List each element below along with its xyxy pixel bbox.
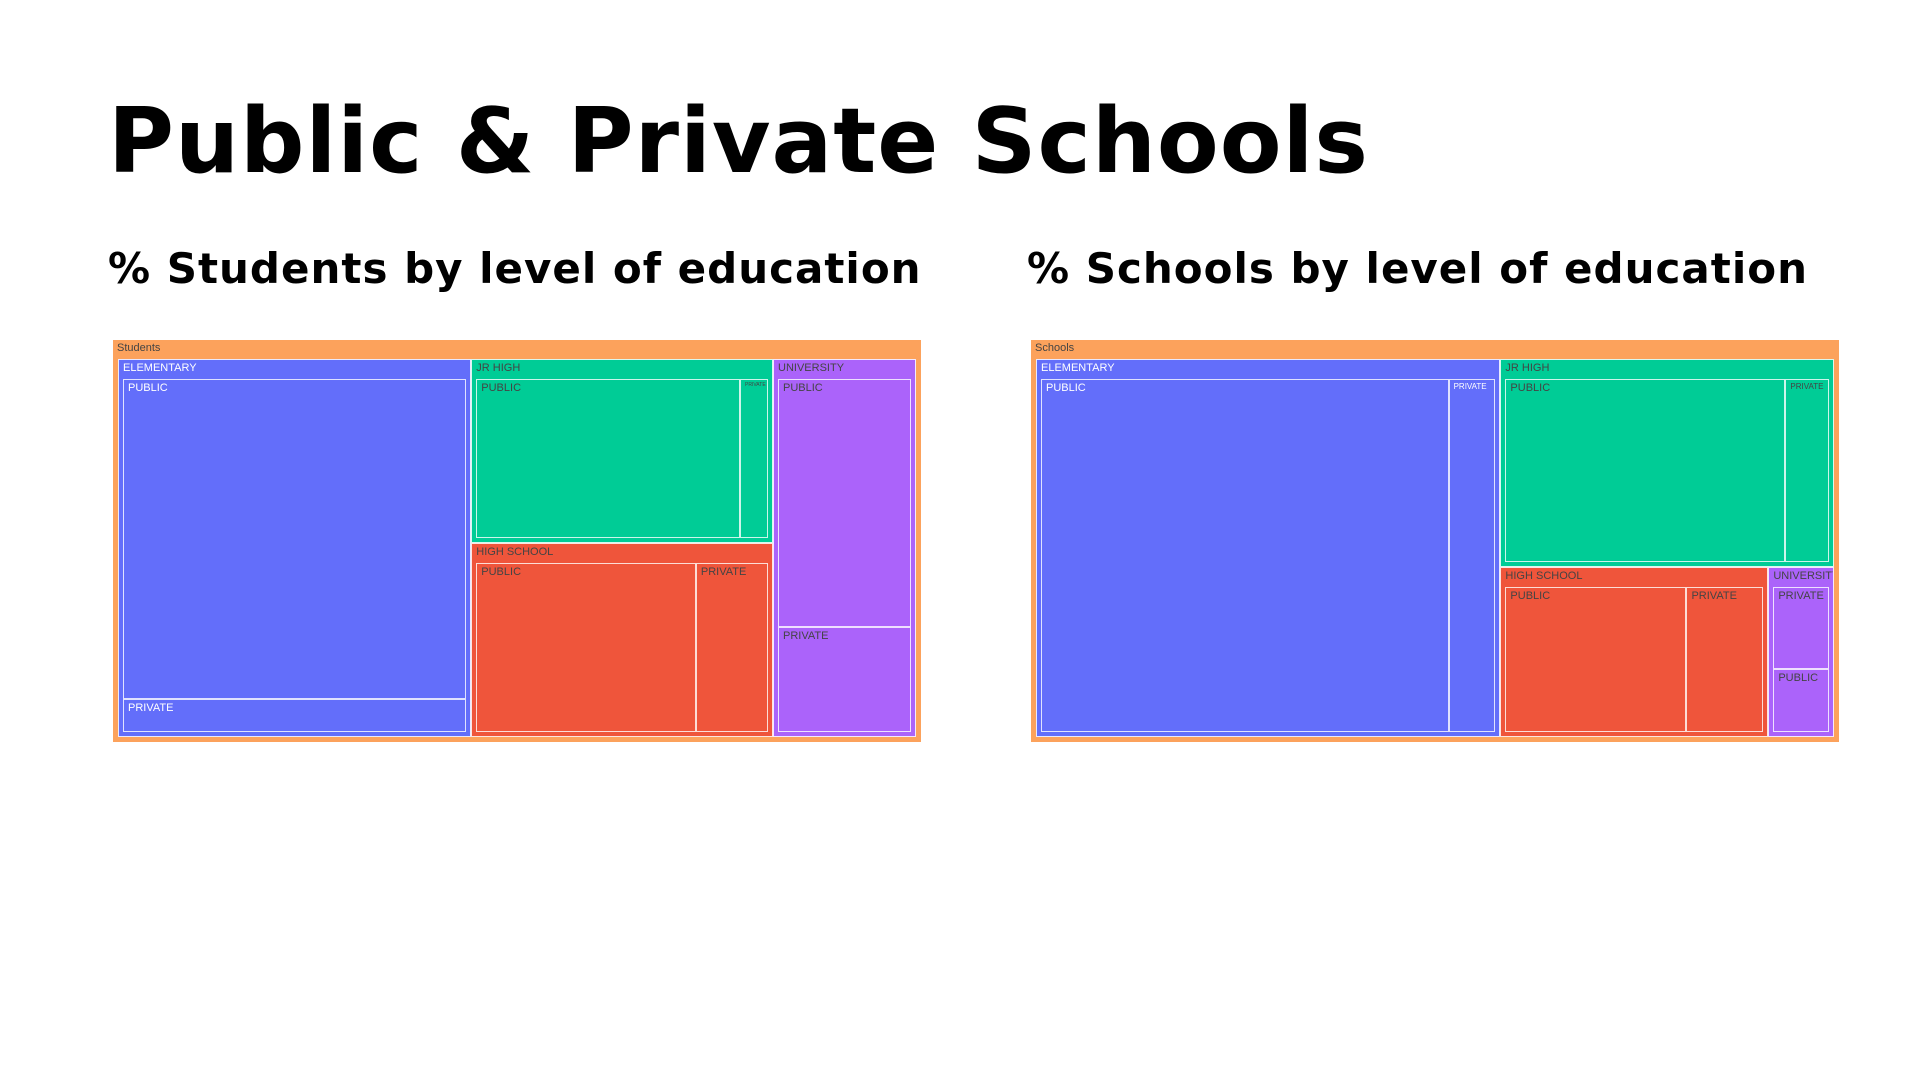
treemap-tile-high-school-public: PUBLIC xyxy=(476,563,696,732)
treemap-label-jr-high-public: PUBLIC xyxy=(481,382,522,394)
treemap-label-elementary-private: PRIVATE xyxy=(128,701,174,714)
treemap-label-elementary-private: PRIVATE xyxy=(1453,382,1487,391)
treemap-tile-university-private: PRIVATE xyxy=(778,627,911,732)
treemap-label-university: UNIVERSITY xyxy=(778,362,845,374)
treemap-tile-jr-high: JR HIGH PUBLIC PRIVATE xyxy=(471,359,774,544)
treemap-label-elementary: ELEMENTARY xyxy=(1041,362,1115,374)
treemap-tile-university-public: PUBLIC xyxy=(778,379,911,628)
treemap-label-high-school: HIGH SCHOOL xyxy=(1505,569,1583,582)
treemap-tile-university-public: PUBLIC xyxy=(1773,669,1829,732)
treemap-tile-high-school-private: PRIVATE xyxy=(1686,586,1764,732)
schools-treemap: Schools ELEMENTARY PUBLIC PRIVATE JR HIGH PUB… xyxy=(1031,340,1839,742)
treemap-tile-university: UNIVERSITY PUBLIC PRIVATE xyxy=(773,359,916,737)
treemap-label-jr-high-private: PRIVATE xyxy=(1790,382,1824,391)
treemap-tile-elementary-private: PRIVATE xyxy=(123,698,467,732)
treemap-label-jr-high-public: PUBLIC xyxy=(1510,382,1551,394)
treemap-label-high-school: HIGH SCHOOL xyxy=(476,546,554,559)
treemap-tile-elementary-private: PRIVATE xyxy=(1448,379,1496,732)
treemap-label-jr-high-private: PRIVATE xyxy=(745,382,766,388)
treemap-tile-high-school: HIGH SCHOOL PUBLIC PRIVATE xyxy=(471,543,774,737)
treemap-label-jr-high: JR HIGH xyxy=(476,362,521,374)
treemap-tile-jr-high-public: PUBLIC xyxy=(1505,379,1786,562)
treemap-label-high-school-private: PRIVATE xyxy=(1691,589,1737,602)
treemap-tile-university-private: PRIVATE xyxy=(1773,586,1829,670)
treemap-tile-jr-high-private: PRIVATE xyxy=(740,379,769,539)
treemap-tile-high-school-private: PRIVATE xyxy=(695,563,768,732)
treemap-tile-jr-high-private: PRIVATE xyxy=(1785,379,1829,562)
treemap-tile-jr-high: JR HIGH PUBLIC PRIVATE xyxy=(1500,359,1834,567)
treemap-tile-university: UNIVERSITY PRIVATE PUBLIC xyxy=(1768,566,1834,737)
treemap-label-elementary-public: PUBLIC xyxy=(128,382,168,394)
treemap-label-jr-high: JR HIGH xyxy=(1505,362,1550,374)
treemap-root-label: Students xyxy=(117,342,161,354)
treemap-tile-elementary: ELEMENTARY PUBLIC PRIVATE xyxy=(1036,359,1501,737)
treemap-tile-elementary: ELEMENTARY PUBLIC PRIVATE xyxy=(118,359,472,737)
treemap-tile-jr-high-public: PUBLIC xyxy=(476,379,740,539)
treemap-root-label: Schools xyxy=(1035,342,1075,354)
treemap-label-university-public: PUBLIC xyxy=(1778,672,1819,685)
treemap-label-high-school-public: PUBLIC xyxy=(481,566,522,579)
treemap-label-elementary-public: PUBLIC xyxy=(1046,382,1086,394)
treemap-tile-high-school-public: PUBLIC xyxy=(1505,586,1687,732)
treemap-label-university: UNIVERSITY xyxy=(1773,569,1834,582)
treemap-tile-elementary-public: PUBLIC xyxy=(1041,379,1449,732)
treemap-label-elementary: ELEMENTARY xyxy=(123,362,197,374)
students-treemap: Students ELEMENTARY PUBLIC PRIVATE JR HIGH PU… xyxy=(113,340,921,742)
treemap-label-university-public: PUBLIC xyxy=(783,382,823,394)
treemap-label-high-school-public: PUBLIC xyxy=(1510,589,1551,602)
page-title: Public & Private Schools xyxy=(108,89,1369,194)
treemap-tile-elementary-public: PUBLIC xyxy=(123,379,467,699)
treemap-tile-high-school: HIGH SCHOOL PUBLIC PRIVATE xyxy=(1500,566,1769,737)
treemap-label-university-private: PRIVATE xyxy=(783,630,829,643)
treemap-label-university-private: PRIVATE xyxy=(1778,589,1824,602)
schools-chart-subtitle: % Schools by level of education xyxy=(1027,244,1808,293)
students-chart-subtitle: % Students by level of education xyxy=(108,244,922,293)
treemap-label-high-school-private: PRIVATE xyxy=(700,566,747,579)
